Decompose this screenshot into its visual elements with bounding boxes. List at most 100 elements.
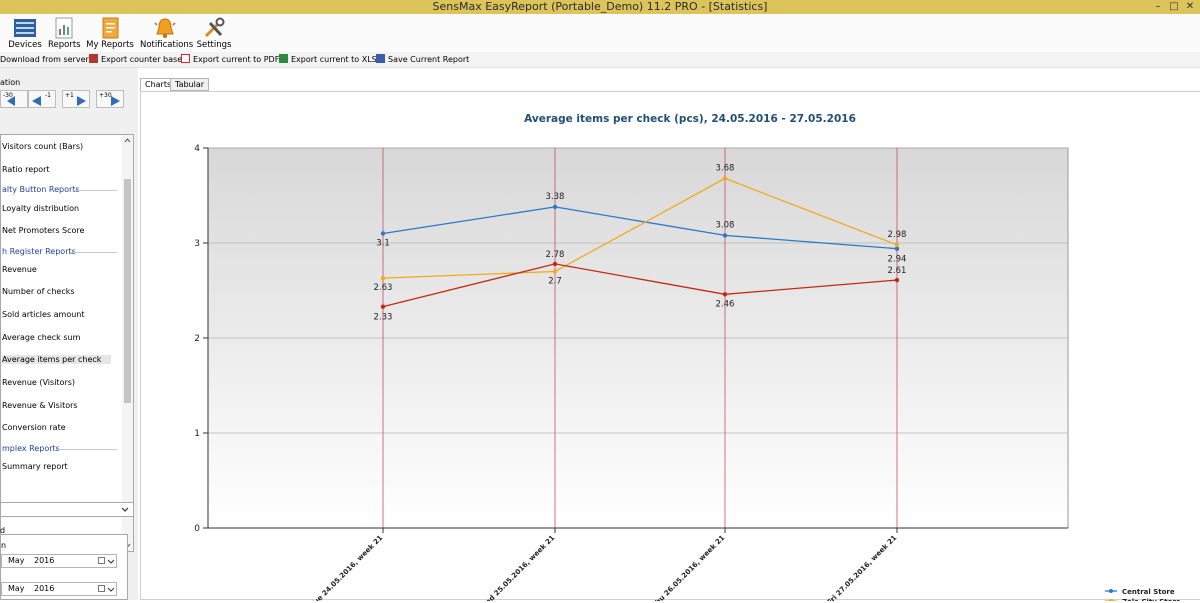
left-panel: ation -30 -1 +1 +30 Visitors count (Bars… <box>0 68 138 600</box>
data-label: 2.61 <box>888 266 907 276</box>
data-label: 2.46 <box>716 299 735 309</box>
chart-panel: Average items per check (pcs), 24.05.201… <box>140 91 1200 603</box>
maximize-icon[interactable]: □ <box>1169 1 1179 12</box>
legend-label: Central Store <box>1122 588 1175 596</box>
x-tick-label: Thu 26.05.2016, week 21 <box>650 534 726 601</box>
from-month: May <box>8 556 25 565</box>
list-item[interactable]: Sold articles amount <box>2 310 85 319</box>
data-label: 2.78 <box>546 250 565 260</box>
series-line <box>382 263 898 308</box>
ribbon: Devices Reports My Reports Notifications <box>0 14 1200 52</box>
devices-label: Devices <box>8 40 42 50</box>
navigation-label: ation <box>0 78 21 87</box>
store-select[interactable] <box>0 502 134 517</box>
legend-marker <box>1109 599 1113 603</box>
my-reports-button[interactable]: My Reports <box>86 14 134 52</box>
data-point <box>722 233 728 238</box>
legend-marker <box>1109 589 1113 593</box>
forward-1-button[interactable]: +1 <box>62 90 90 108</box>
list-item[interactable]: Summary report <box>2 462 68 471</box>
list-scrollbar[interactable] <box>122 135 133 551</box>
right-arrow-icon <box>77 96 86 106</box>
left-arrow-icon <box>32 96 41 106</box>
chevron-down-icon <box>107 559 115 564</box>
from-date-field[interactable]: May 2016 <box>1 554 117 568</box>
y-tick-label: 1 <box>194 429 200 439</box>
line-chart: Average items per check (pcs), 24.05.201… <box>194 113 1181 603</box>
minimize-icon[interactable]: – <box>1155 1 1161 12</box>
x-tick-label: Tue 24.05.2016, week 21 <box>309 534 384 601</box>
list-item[interactable]: Revenue (Visitors) <box>2 378 76 387</box>
list-item[interactable]: Visitors count (Bars) <box>2 142 84 151</box>
forward-30-button[interactable]: +30 <box>96 90 124 108</box>
list-item[interactable]: Loyalty distribution <box>2 204 80 213</box>
close-icon[interactable]: ✕ <box>1185 1 1195 12</box>
settings-button[interactable]: Settings <box>196 14 232 52</box>
data-point <box>552 204 558 210</box>
calendar-icon[interactable] <box>98 557 105 564</box>
list-item-selected[interactable]: Average items per check <box>2 355 112 364</box>
data-label: 2.7 <box>548 277 562 287</box>
list-item[interactable]: Conversion rate <box>2 423 66 432</box>
download-from-server-button[interactable]: Download from server <box>0 54 89 66</box>
data-label: 2.94 <box>888 255 907 265</box>
data-label: 2.98 <box>888 230 907 240</box>
notifications-label: Notifications <box>140 40 194 50</box>
devices-button[interactable]: Devices <box>4 14 46 52</box>
list-item[interactable]: Revenue <box>2 265 37 274</box>
data-label: 2.63 <box>374 283 393 293</box>
data-point <box>552 269 558 274</box>
export-arrow-icon <box>89 54 98 63</box>
my-reports-icon <box>102 17 119 39</box>
calendar-icon[interactable] <box>98 585 105 592</box>
x-tick-label: Wed 25.05.2016, week 21 <box>479 534 557 601</box>
save-current-report-button[interactable]: Save Current Report <box>376 54 469 66</box>
list-item[interactable]: Ratio report <box>2 165 50 174</box>
toolbar: Download from server Export counter base… <box>0 52 1200 68</box>
settings-icon <box>204 17 225 38</box>
list-item[interactable]: Average check sum <box>2 333 81 342</box>
data-point <box>894 242 900 248</box>
list-item[interactable]: Revenue & Visitors <box>2 401 78 410</box>
group-divider <box>56 449 117 450</box>
list-group-header: h Register Reports <box>2 247 76 256</box>
list-item[interactable]: Net Promoters Score <box>2 226 85 235</box>
data-label: 3.08 <box>716 220 735 230</box>
window-titlebar: SensMax EasyReport (Portable_Demo) 11.2 … <box>0 0 1200 14</box>
export-pdf-label: Export current to PDF <box>193 55 280 64</box>
back-30-button[interactable]: -30 <box>0 90 28 108</box>
chart-title: Average items per check (pcs), 24.05.201… <box>524 113 856 125</box>
data-label: 3.68 <box>716 163 735 173</box>
devices-icon <box>14 19 36 37</box>
chevron-down-icon <box>121 507 129 512</box>
chevron-down-icon <box>107 587 115 592</box>
download-label: Download from server <box>0 55 89 64</box>
period-label: d <box>0 526 6 535</box>
back-1-button[interactable]: -1 <box>28 90 56 108</box>
notifications-icon <box>154 18 176 38</box>
export-xls-button[interactable]: Export current to XLS <box>279 54 377 66</box>
data-label: 3.1 <box>376 239 390 249</box>
data-point <box>380 275 386 281</box>
list-scrollbar-thumb[interactable] <box>124 179 131 403</box>
list-item[interactable]: Number of checks <box>2 287 75 296</box>
report-list: Visitors count (Bars) Ratio report alty … <box>0 134 134 552</box>
reports-button[interactable]: Reports <box>48 14 81 52</box>
back-30-label: -30 <box>3 92 13 99</box>
settings-label: Settings <box>196 40 232 50</box>
forward-30-label: +30 <box>99 92 112 99</box>
my-reports-label: My Reports <box>86 40 134 50</box>
date-panel: n May 2016 May 2016 <box>0 534 128 600</box>
export-counter-base-button[interactable]: Export counter base <box>89 54 182 66</box>
notifications-button[interactable]: Notifications <box>140 14 194 52</box>
forward-1-label: +1 <box>65 92 74 99</box>
group-divider <box>70 252 117 253</box>
list-group-header: alty Button Reports <box>2 185 80 194</box>
window-title: SensMax EasyReport (Portable_Demo) 11.2 … <box>432 0 768 13</box>
list-group-header: mplex Reports <box>2 444 60 453</box>
export-pdf-button[interactable]: Export current to PDF <box>181 54 279 66</box>
y-tick-label: 3 <box>194 239 200 249</box>
tab-tabular[interactable]: Tabular <box>170 78 210 91</box>
double-right-arrow-icon <box>111 96 120 106</box>
to-date-field[interactable]: May 2016 <box>1 582 117 596</box>
